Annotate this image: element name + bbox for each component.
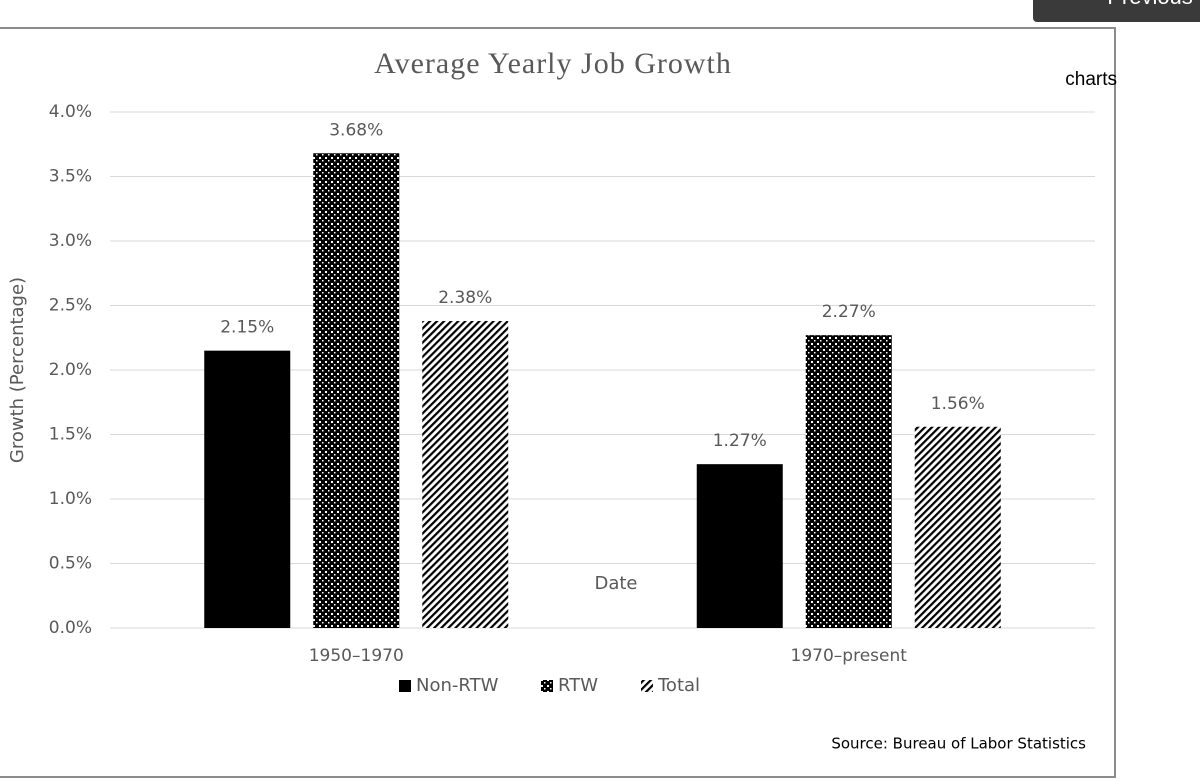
previous-button[interactable] (1033, 0, 1200, 22)
y-tick-label: 0.0% (49, 618, 92, 638)
legend-label: Non-RTW (416, 675, 499, 696)
value-label: 1.27% (713, 431, 767, 451)
y-axis-label: Growth (Percentage) (7, 277, 28, 463)
source-note: Source: Bureau of Labor Statistics (831, 735, 1086, 753)
bar (696, 464, 783, 628)
value-label: 1.56% (931, 394, 985, 414)
y-tick-label: 3.5% (49, 167, 92, 187)
y-tick-label: 2.0% (49, 360, 92, 380)
legend-label: RTW (558, 675, 598, 696)
legend-swatch (541, 680, 553, 692)
section-label: charts (1065, 69, 1117, 90)
y-tick-label: 1.0% (49, 489, 92, 509)
value-label: 2.38% (438, 288, 492, 308)
y-tick-label: 3.0% (49, 231, 92, 251)
bar (313, 153, 400, 628)
legend-label: Total (657, 675, 700, 696)
legend-swatch (399, 680, 411, 692)
frame (0, 27, 1116, 778)
previous-label[interactable]: Previous (1107, 0, 1193, 9)
bar (422, 320, 509, 628)
value-label: 2.15% (220, 318, 274, 338)
y-tick-label: 4.0% (49, 102, 92, 122)
x-tick-label: 1970–present (791, 646, 908, 666)
y-tick-label: 2.5% (49, 296, 92, 316)
chart-title: Average Yearly Job Growth (374, 47, 732, 80)
value-label: 2.27% (822, 302, 876, 322)
bar (914, 426, 1001, 628)
value-label: 3.68% (329, 120, 383, 140)
x-axis-label: Date (594, 573, 637, 594)
bar (204, 350, 291, 628)
legend-swatch (641, 680, 653, 692)
bar (805, 335, 892, 628)
x-tick-label: 1950–1970 (309, 646, 404, 666)
y-tick-label: 0.5% (49, 554, 92, 574)
y-tick-label: 1.5% (49, 425, 92, 445)
